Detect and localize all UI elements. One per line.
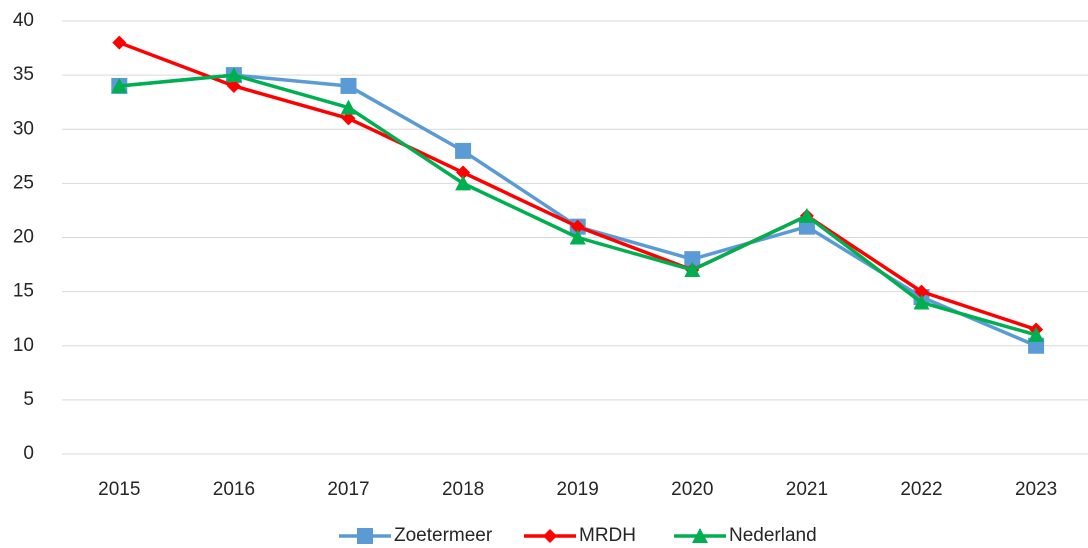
y-tick-label: 15 <box>13 281 34 302</box>
marker <box>455 142 472 159</box>
x-tick-label: 2021 <box>786 479 828 500</box>
y-tick-label: 30 <box>13 118 34 139</box>
marker <box>455 175 472 191</box>
x-tick-label: 2015 <box>98 479 140 500</box>
marker <box>913 294 930 310</box>
y-tick-label: 0 <box>23 443 34 464</box>
marker <box>456 165 471 180</box>
x-tick-label: 2018 <box>442 479 484 500</box>
x-tick-label: 2022 <box>900 479 942 500</box>
marker <box>570 219 585 234</box>
legend-label: MRDH <box>579 525 636 546</box>
marker <box>798 207 815 223</box>
marker <box>914 284 929 299</box>
x-tick-label: 2020 <box>671 479 713 500</box>
marker <box>341 111 356 126</box>
y-tick-label: 5 <box>23 389 34 410</box>
legend-marker <box>357 528 373 544</box>
y-tick-label: 35 <box>13 64 34 85</box>
marker <box>225 67 242 83</box>
marker <box>340 77 357 94</box>
legend-marker <box>543 529 557 543</box>
marker <box>1028 326 1045 342</box>
x-tick-label: 2017 <box>327 479 369 500</box>
marker <box>569 229 586 245</box>
y-tick-label: 25 <box>13 172 34 193</box>
marker <box>684 251 701 268</box>
y-tick-label: 10 <box>13 335 34 356</box>
marker <box>684 261 701 277</box>
y-tick-label: 20 <box>13 227 34 248</box>
legend-marker <box>692 528 708 543</box>
x-tick-label: 2016 <box>213 479 255 500</box>
marker <box>340 99 357 115</box>
marker <box>226 78 241 93</box>
y-tick-label: 40 <box>13 10 34 31</box>
marker <box>112 35 127 50</box>
x-tick-label: 2023 <box>1015 479 1057 500</box>
x-tick-label: 2019 <box>557 479 599 500</box>
legend-label: Zoetermeer <box>394 525 493 546</box>
series-line <box>119 73 1037 337</box>
marker <box>111 77 128 93</box>
legend-label: Nederland <box>729 525 817 546</box>
series-line <box>119 73 1037 348</box>
